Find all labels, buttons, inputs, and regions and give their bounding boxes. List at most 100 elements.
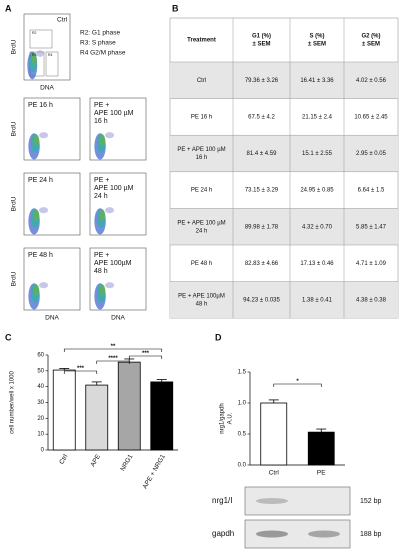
y-tick-label: 1.5 — [238, 370, 247, 376]
gate — [45, 51, 59, 77]
y-axis-label: BrdU — [11, 271, 18, 286]
x-tick-label: Ctrl — [58, 453, 69, 466]
x-axis-label: DNA — [45, 315, 59, 322]
plot-title: 48 h — [94, 268, 108, 275]
y-tick-label: 0 — [41, 448, 45, 454]
table-header: G2 (%) — [361, 34, 380, 40]
plot-title: PE 24 h — [28, 177, 53, 184]
cell-cluster — [105, 207, 115, 214]
plot-title: PE 16 h — [28, 102, 53, 109]
y-tick-label: 10 — [37, 432, 44, 438]
plot-title: 24 h — [94, 193, 108, 200]
table-cell: 24 h — [196, 228, 208, 234]
cell-cluster — [105, 282, 115, 289]
bar — [117, 361, 141, 451]
y-tick-label: 30 — [37, 400, 44, 406]
plot-title: PE + — [94, 177, 109, 184]
panel-label: C — [5, 332, 12, 342]
y-tick-label: 40 — [37, 384, 44, 390]
table-cell: 4.02 ± 0.56 — [356, 78, 387, 84]
cell-cluster — [99, 284, 106, 296]
table-header: G1 (%) — [252, 34, 271, 40]
table-cell: 16 h — [196, 155, 208, 161]
table-cell: 6.64 ± 1.5 — [358, 188, 385, 194]
gel-band — [308, 530, 340, 538]
table-cell: PE + APE 100µM — [178, 293, 225, 299]
table-cell: 2.95 ± 0.05 — [356, 151, 387, 157]
cell-cluster — [39, 132, 49, 139]
table-header: ± SEM — [253, 42, 271, 48]
gate-label: R2 — [32, 31, 37, 35]
y-axis-label: cell number/well x 1000 — [10, 370, 16, 433]
x-tick-label: APE — [89, 453, 102, 468]
bar — [260, 402, 288, 466]
x-tick-label: APE + NRG1 — [142, 453, 167, 490]
table-cell: 82.83 ± 4.66 — [245, 261, 279, 267]
table-cell: 48 h — [196, 301, 208, 307]
cell-cluster — [39, 282, 49, 289]
table-cell: Ctrl — [197, 78, 206, 84]
gate — [29, 29, 53, 49]
table-cell: 4.38 ± 0.38 — [356, 297, 387, 303]
table-header: S (%) — [310, 34, 325, 40]
table-cell: 94.23 ± 0.035 — [243, 297, 280, 303]
cell-cluster — [33, 209, 40, 221]
y-tick-label: 60 — [37, 353, 44, 359]
y-axis-label: nrg1/gapdh — [220, 403, 226, 433]
panel-label: A — [5, 3, 12, 13]
plot-title: PE + — [94, 102, 109, 109]
panel-label: B — [172, 3, 179, 13]
table-row-bg — [170, 208, 398, 245]
x-axis-label: DNA — [40, 85, 54, 92]
table-cell: PE + APE 100 µM — [177, 220, 225, 226]
table-cell: 89.98 ± 1.78 — [245, 224, 279, 230]
cell-cluster — [31, 52, 37, 65]
y-tick-label: 0.5 — [238, 432, 247, 438]
plot-title: APE 100 µM — [94, 185, 134, 192]
table-cell: 10.65 ± 2.45 — [354, 114, 388, 120]
plot-title: APE 100 µM — [94, 110, 134, 117]
cell-cluster — [99, 134, 106, 146]
x-tick-label: NRG1 — [119, 453, 134, 472]
legend-text: R2: G1 phase — [80, 30, 120, 37]
gel-band — [256, 498, 288, 504]
table-cell: 5.85 ± 1.47 — [356, 224, 387, 230]
table-cell: PE 24 h — [191, 188, 212, 194]
table-cell: 79.36 ± 3.26 — [245, 78, 279, 84]
cell-cluster — [33, 134, 40, 146]
plot-title: APE 100µM — [94, 260, 132, 267]
legend-text: R4 G2/M phase — [80, 50, 126, 57]
y-axis-label: BrdU — [11, 121, 18, 136]
gel-row-label: gapdh — [212, 529, 234, 538]
y-axis-label: A.U. — [228, 412, 234, 424]
panel-label: D — [215, 332, 222, 342]
significance-bracket — [63, 370, 98, 374]
significance-label: ** — [111, 344, 116, 350]
plot-title: Ctrl — [57, 17, 68, 24]
table-row-bg — [170, 135, 398, 172]
significance-label: *** — [142, 351, 150, 357]
y-axis-label: BrdU — [11, 39, 18, 54]
gel-band — [256, 530, 288, 538]
table-cell: PE + APE 100 µM — [177, 147, 225, 153]
table-header: ± SEM — [308, 42, 326, 48]
y-tick-label: 50 — [37, 368, 44, 374]
table-header: Treatment — [187, 38, 216, 44]
table-cell: 81.4 ± 4.59 — [247, 151, 278, 157]
table-cell: 1.38 ± 0.41 — [302, 297, 333, 303]
plot-frame — [23, 97, 81, 161]
bar — [307, 431, 335, 466]
significance-bracket — [63, 348, 163, 352]
significance-bracket — [273, 383, 322, 387]
significance-label: *** — [77, 366, 85, 372]
table-cell: 67.5 ± 4.2 — [248, 114, 275, 120]
table-cell: 24.95 ± 0.85 — [300, 188, 334, 194]
cell-cluster — [39, 207, 49, 214]
y-tick-label: 20 — [37, 416, 44, 422]
plot-title: 16 h — [94, 118, 108, 125]
legend-text: R3: S phase — [80, 40, 116, 47]
gate-label: R4 — [48, 53, 53, 57]
gate-label: R3 — [32, 53, 37, 57]
x-tick-label: PE — [317, 470, 326, 477]
